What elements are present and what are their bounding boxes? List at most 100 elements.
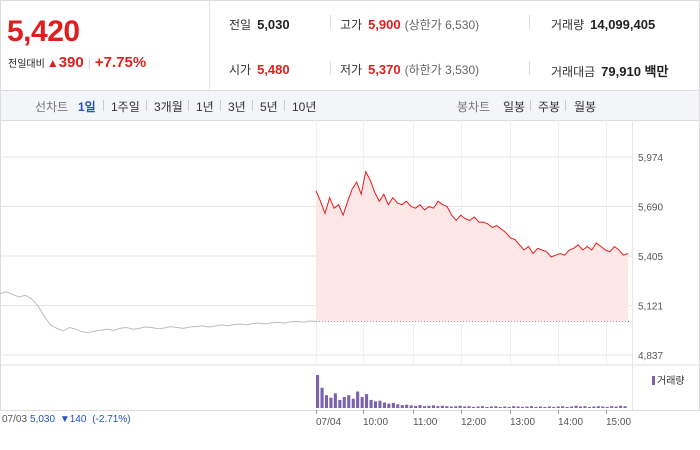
- volume-bar: [525, 406, 529, 408]
- price-change: 전일대비 ▲390 | +7.75%: [8, 54, 146, 71]
- volume-bar: [400, 405, 404, 408]
- volume-bar: [494, 406, 498, 408]
- x-tick-label: 14:00: [558, 417, 583, 428]
- line-chart-label: 선차트: [35, 100, 69, 114]
- volume-bar: [489, 406, 493, 408]
- volume-bar: [467, 406, 471, 408]
- y-tick-label: 5,974: [638, 153, 663, 164]
- volume-bar: [458, 405, 462, 408]
- price-chart: 5,974 5,690 5,405 5,121 4,837 07/04 10:00 11:00…: [0, 120, 700, 450]
- volume-bar: [552, 406, 556, 408]
- volume-bar: [369, 399, 373, 408]
- tab-weekly-candle[interactable]: 주봉: [538, 100, 561, 114]
- volume-bar: [338, 399, 342, 408]
- tab-daily-candle[interactable]: 일봉: [503, 100, 526, 114]
- volume-bar: [396, 404, 400, 408]
- stat-low: 저가 5,370 (하한가 3,530): [340, 62, 480, 77]
- volume-bar: [596, 406, 600, 408]
- prev-day-info: 07/03 5,030 ▼140 (-2.71%): [2, 414, 131, 425]
- volume-bar: [378, 400, 382, 408]
- volume-bar: [485, 406, 489, 408]
- volume-bar: [356, 391, 360, 408]
- volume-bar: [427, 405, 431, 408]
- volume-bar: [324, 395, 328, 408]
- divider: [330, 61, 331, 75]
- today-area: [316, 171, 628, 322]
- volume-bar: [391, 402, 395, 408]
- volume-bar: [614, 406, 618, 408]
- y-tick-label: 5,405: [638, 252, 663, 263]
- volume-bar: [529, 406, 533, 408]
- tab-5year[interactable]: 5년: [260, 100, 278, 114]
- volume-bar: [565, 406, 569, 408]
- stat-volume: 거래량 14,099,405: [551, 17, 656, 32]
- volume-bar: [587, 406, 591, 408]
- volume-bar: [342, 397, 346, 408]
- volume-bar: [619, 405, 623, 408]
- triangle-down-icon: ▼: [59, 414, 70, 425]
- volume-bar: [534, 406, 538, 408]
- stat-trade-value: 거래대금 79,910 백만: [551, 64, 669, 79]
- tab-1year[interactable]: 1년: [196, 100, 214, 114]
- prev-day-close: 5,030: [30, 414, 56, 425]
- tab-3month[interactable]: 3개월: [154, 100, 183, 114]
- volume-bar: [543, 406, 547, 408]
- volume-bar: [449, 406, 453, 408]
- prev-day-line: [0, 291, 317, 334]
- volume-bar: [574, 405, 578, 408]
- x-tick-label: 10:00: [363, 417, 388, 428]
- volume-bar: [347, 395, 351, 408]
- volume-bar: [583, 406, 587, 408]
- tab-1week[interactable]: 1주일: [111, 100, 140, 114]
- y-tick-label: 5,121: [638, 302, 663, 313]
- volume-bar: [503, 406, 507, 408]
- volume-bar: [556, 406, 560, 408]
- stat-prev-close: 전일 5,030: [229, 17, 290, 32]
- x-tick-label: 15:00: [606, 417, 631, 428]
- volume-bar: [409, 405, 413, 408]
- prev-day-date: 07/03: [2, 414, 28, 425]
- volume-bar: [418, 405, 422, 408]
- tab-1day[interactable]: 1일: [78, 100, 96, 114]
- volume-legend-swatch: [652, 376, 655, 385]
- change-label: 전일대비: [8, 59, 45, 70]
- volume-bar: [382, 402, 386, 408]
- volume-bar: [521, 406, 525, 408]
- divider: [529, 15, 530, 29]
- volume-bar: [538, 406, 542, 408]
- volume-bar: [516, 406, 520, 408]
- volume-bar: [365, 394, 369, 408]
- volume-bar: [423, 406, 427, 408]
- volume-bar: [387, 403, 391, 408]
- volume-bar: [431, 405, 435, 408]
- volume-bar: [610, 406, 614, 408]
- divider: [330, 15, 331, 29]
- tab-10year[interactable]: 10년: [292, 100, 317, 114]
- y-tick-label: 5,690: [638, 203, 663, 214]
- volume-bar: [316, 375, 320, 408]
- volume-bar: [547, 406, 551, 408]
- volume-bar: [463, 406, 467, 408]
- triangle-up-icon: ▲: [46, 56, 59, 70]
- volume-bar: [507, 406, 511, 408]
- tab-monthly-candle[interactable]: 월봉: [574, 100, 597, 114]
- volume-bar: [351, 398, 355, 408]
- prev-day-change: 140: [69, 414, 87, 425]
- volume-bar: [333, 393, 337, 408]
- prev-day-rate: (-2.71%): [92, 414, 131, 425]
- volume-legend: 거래량: [652, 372, 685, 387]
- volume-bar: [405, 404, 409, 408]
- candle-chart-label: 봉차트: [457, 100, 491, 114]
- volume-bar: [440, 405, 444, 408]
- volume-bar: [601, 406, 605, 408]
- volume-bar: [445, 406, 449, 408]
- tab-3year[interactable]: 3년: [228, 100, 246, 114]
- volume-bar: [480, 406, 484, 408]
- volume-bar: [561, 406, 565, 408]
- price-chart-svg: 5,974 5,690 5,405 5,121 4,837 07/04 10:00 11:00…: [0, 120, 700, 428]
- current-price: 5,420: [7, 15, 80, 48]
- volume-bar: [472, 406, 476, 408]
- volume-bar: [605, 406, 609, 408]
- volume-bar: [373, 401, 377, 408]
- volume-bar: [570, 406, 574, 408]
